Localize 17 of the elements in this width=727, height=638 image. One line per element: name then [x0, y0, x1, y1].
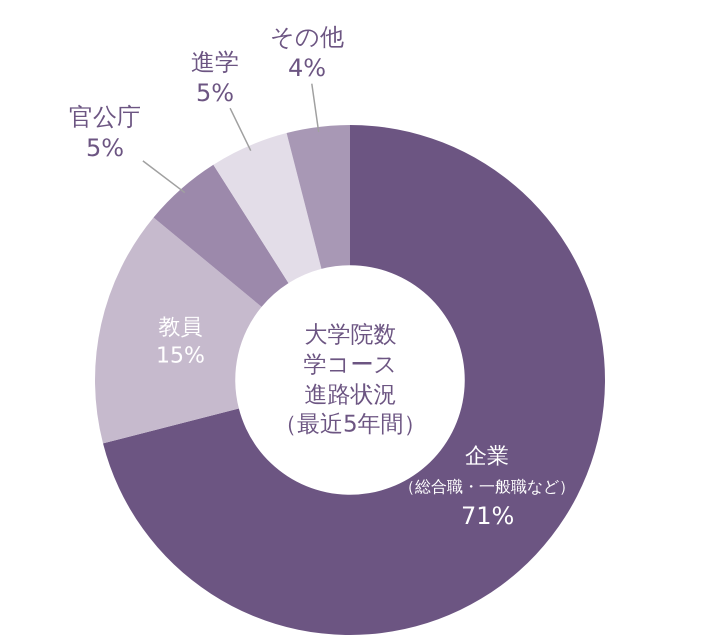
donut-slice [154, 164, 289, 307]
donut-slice [286, 125, 350, 269]
slice-label: 企業 [465, 444, 509, 469]
text: （最近5年間） [274, 412, 427, 438]
donut-slice [213, 133, 322, 284]
data-label: 15% [156, 344, 205, 369]
data-label: 5% [86, 134, 124, 162]
text: 大学院数学コース進路状況 [303, 322, 398, 408]
data-label: 4% [288, 54, 326, 82]
data-label: 5% [196, 79, 234, 108]
slice-label: 進学 [191, 48, 239, 76]
slice-label: 官公庁 [69, 103, 141, 131]
slice-label: その他 [270, 23, 344, 51]
slice-label: 教員 [158, 315, 202, 340]
text: （総合職・一般職など） [399, 477, 575, 496]
donut-slice [95, 217, 262, 444]
data-label: 71% [461, 502, 514, 530]
